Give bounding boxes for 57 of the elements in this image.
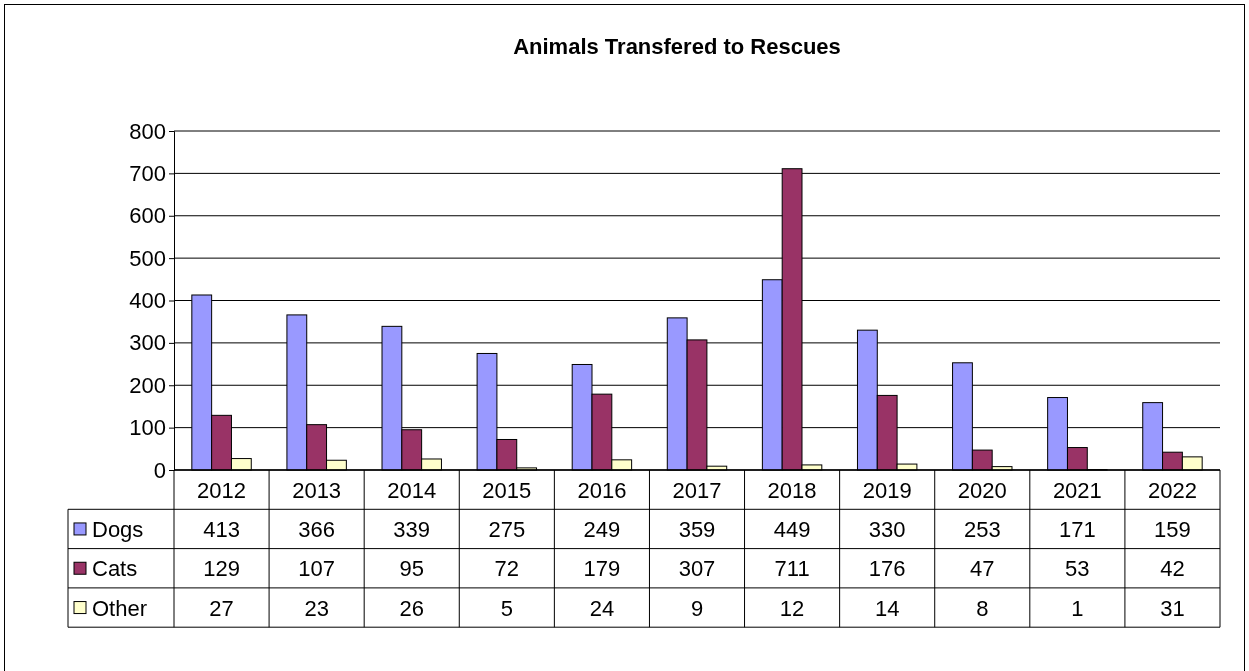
data-label: 253	[963, 516, 1001, 542]
data-label: 95	[399, 556, 424, 582]
y-tick-label: 100	[129, 415, 166, 441]
y-tick-label: 800	[129, 118, 166, 144]
data-label: 129	[203, 556, 240, 582]
data-label: 366	[298, 516, 335, 542]
x-tick-label: 2018	[767, 477, 817, 503]
data-label: 14	[874, 595, 900, 621]
data-label: 339	[393, 516, 431, 542]
data-label: 330	[868, 516, 906, 542]
data-label: 53	[1065, 556, 1090, 582]
data-label: 23	[304, 595, 329, 621]
data-label: 31	[1160, 595, 1185, 621]
data-label: 179	[583, 556, 621, 582]
data-label: 72	[494, 556, 520, 582]
x-tick-label: 2020	[957, 477, 1007, 503]
x-tick-label: 2012	[197, 477, 247, 503]
data-label: 1	[1071, 595, 1084, 621]
data-label: 26	[399, 595, 424, 621]
y-tick-label: 500	[129, 245, 166, 271]
data-label: 359	[678, 516, 716, 542]
x-tick-label: 2015	[482, 477, 532, 503]
x-tick-label: 2014	[387, 477, 437, 503]
data-label: 47	[970, 556, 995, 582]
data-label: 413	[203, 516, 240, 542]
y-tick-label: 400	[129, 288, 166, 314]
legend-label: Dogs	[92, 516, 144, 542]
y-tick-label: 600	[129, 203, 166, 229]
data-label: 5	[500, 595, 513, 621]
data-label: 449	[773, 516, 811, 542]
x-tick-label: 2021	[1052, 477, 1102, 503]
x-tick-label: 2016	[577, 477, 627, 503]
legend-label: Other	[92, 595, 148, 621]
data-label: 12	[779, 595, 805, 621]
data-label: 275	[488, 516, 526, 542]
y-tick-label: 700	[129, 160, 166, 186]
legend-label: Cats	[92, 556, 138, 582]
data-label: 171	[1059, 516, 1096, 542]
data-label: 42	[1160, 556, 1185, 582]
x-tick-label: 2019	[862, 477, 912, 503]
y-tick-label: 200	[129, 372, 166, 398]
x-tick-label: 2013	[292, 477, 342, 503]
data-label: 307	[678, 556, 716, 582]
x-tick-label: 2022	[1147, 477, 1197, 503]
data-label: 27	[209, 595, 234, 621]
data-label: 24	[589, 595, 615, 621]
data-label: 107	[298, 556, 335, 582]
data-label: 9	[690, 595, 704, 621]
data-label: 176	[868, 556, 906, 582]
data-label: 159	[1154, 516, 1191, 542]
data-label: 249	[583, 516, 621, 542]
chart-title: Animals Transfered to Rescues	[513, 34, 841, 59]
x-tick-label: 2017	[672, 477, 722, 503]
y-tick-label: 300	[129, 330, 166, 356]
y-tick-label: 0	[153, 457, 166, 483]
data-label: 711	[774, 556, 810, 582]
data-label: 8	[976, 595, 989, 621]
